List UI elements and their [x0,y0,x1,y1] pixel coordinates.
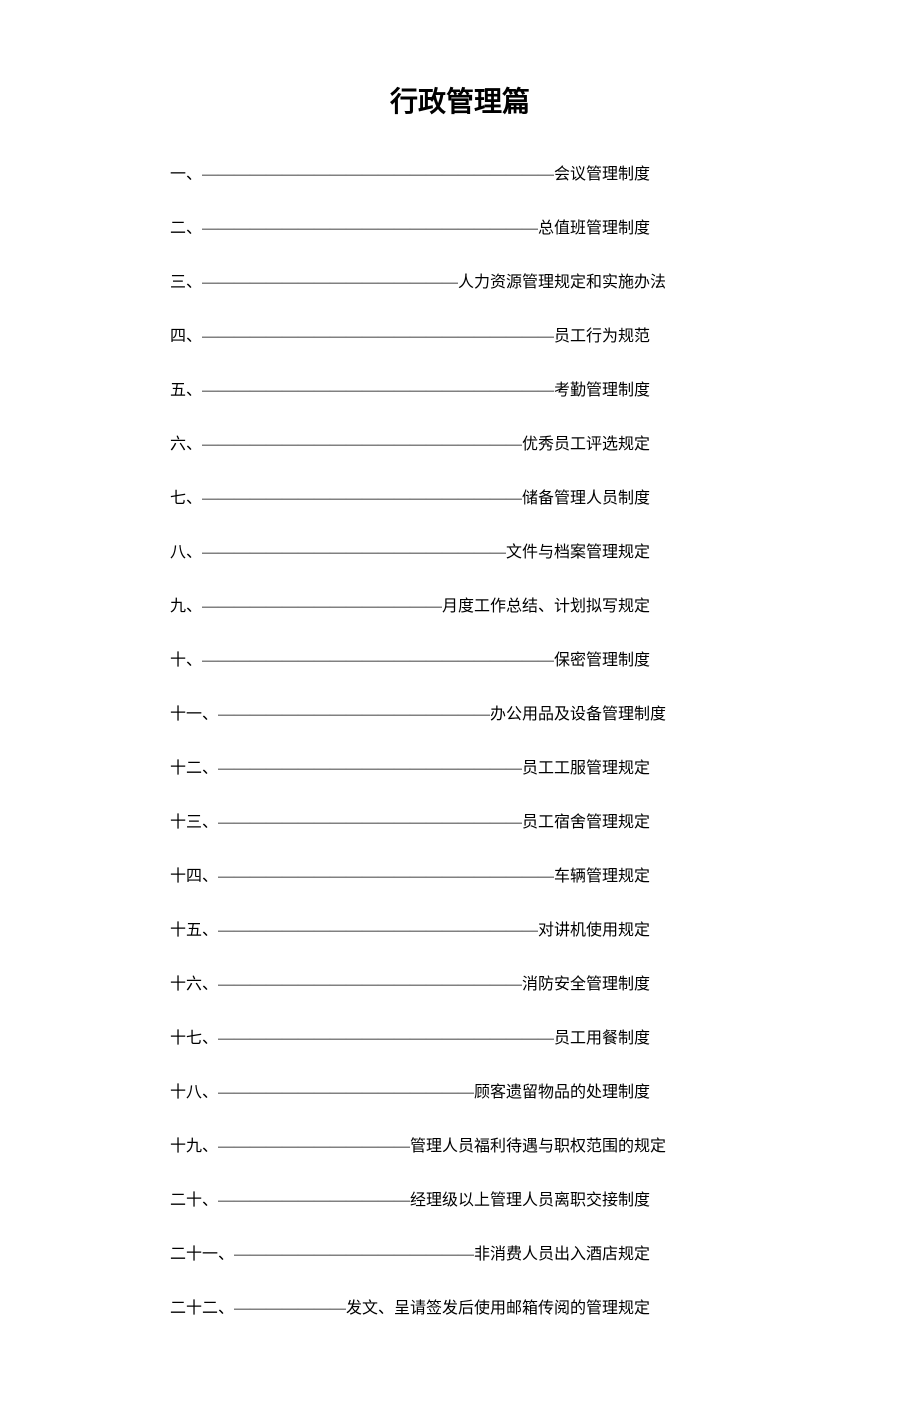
toc-dashes: ——————————————————— [218,976,522,994]
toc-label: 文件与档案管理规定 [506,538,650,562]
toc-item: 十六、———————————————————消防安全管理制度 [170,970,750,994]
toc-dashes: ——————————————————— [218,814,522,832]
toc-item: 十九、————————————管理人员福利待遇与职权范围的规定 [170,1132,750,1156]
toc-dashes: —————————————————————— [202,652,554,670]
toc-dashes: ——————————————————— [218,760,522,778]
toc-item: 十五、————————————————————对讲机使用规定 [170,916,750,940]
toc-dashes: —————————————————————— [202,166,554,184]
toc-label: 储备管理人员制度 [522,484,650,508]
toc-dashes: —————————————————————— [202,382,554,400]
toc-number: 十九、 [170,1132,218,1156]
toc-number: 十、 [170,646,202,670]
toc-label: 员工宿舍管理规定 [522,808,650,832]
toc-label: 总值班管理制度 [538,214,650,238]
toc-number: 十二、 [170,754,218,778]
toc-item: 二、—————————————————————总值班管理制度 [170,214,750,238]
toc-item: 十七、—————————————————————员工用餐制度 [170,1024,750,1048]
toc-label: 考勤管理制度 [554,376,650,400]
toc-item: 二十、————————————经理级以上管理人员离职交接制度 [170,1186,750,1210]
toc-dashes: ——————————————————— [202,544,506,562]
toc-item: 九、———————————————月度工作总结、计划拟写规定 [170,592,750,616]
toc-number: 二十二、 [170,1294,234,1318]
toc-item: 五、——————————————————————考勤管理制度 [170,376,750,400]
toc-number: 八、 [170,538,202,562]
toc-item: 二十二、———————发文、呈请签发后使用邮箱传阅的管理规定 [170,1294,750,1318]
toc-number: 三、 [170,268,202,292]
toc-dashes: ———————————— [218,1192,410,1210]
toc-label: 优秀员工评选规定 [522,430,650,454]
toc-number: 十一、 [170,700,218,724]
toc-dashes: ———————————————————— [218,922,538,940]
toc-label: 管理人员福利待遇与职权范围的规定 [410,1132,666,1156]
toc-label: 车辆管理规定 [554,862,650,886]
toc-dashes: ———————————————————— [202,436,522,454]
toc-number: 十六、 [170,970,218,994]
toc-item: 二十一、———————————————非消费人员出入酒店规定 [170,1240,750,1264]
toc-number: 六、 [170,430,202,454]
toc-dashes: ———————————————— [202,274,458,292]
page-title: 行政管理篇 [170,80,750,120]
toc-dashes: ———————————— [218,1138,410,1156]
toc-label: 顾客遗留物品的处理制度 [474,1078,650,1102]
toc-number: 四、 [170,322,202,346]
toc-item: 八、———————————————————文件与档案管理规定 [170,538,750,562]
toc-dashes: —————————————————————— [202,328,554,346]
toc-number: 二、 [170,214,202,238]
toc-item: 三、————————————————人力资源管理规定和实施办法 [170,268,750,292]
toc-number: 十七、 [170,1024,218,1048]
toc-label: 员工行为规范 [554,322,650,346]
toc-label: 非消费人员出入酒店规定 [474,1240,650,1264]
toc-item: 十二、———————————————————员工工服管理规定 [170,754,750,778]
toc-dashes: ——————————————— [234,1246,474,1264]
toc-item: 四、——————————————————————员工行为规范 [170,322,750,346]
toc-item: 十、——————————————————————保密管理制度 [170,646,750,670]
toc-label: 对讲机使用规定 [538,916,650,940]
toc-item: 六、————————————————————优秀员工评选规定 [170,430,750,454]
toc-item: 一、——————————————————————会议管理制度 [170,160,750,184]
toc-label: 会议管理制度 [554,160,650,184]
toc-number: 九、 [170,592,202,616]
toc-number: 十三、 [170,808,218,832]
toc-label: 员工工服管理规定 [522,754,650,778]
toc-label: 消防安全管理制度 [522,970,650,994]
toc-list: 一、——————————————————————会议管理制度二、————————… [170,160,750,1318]
toc-dashes: ————————————————————— [218,1030,554,1048]
toc-label: 月度工作总结、计划拟写规定 [442,592,650,616]
toc-label: 发文、呈请签发后使用邮箱传阅的管理规定 [346,1294,650,1318]
toc-dashes: ———————————————— [218,1084,474,1102]
toc-item: 十四、—————————————————————车辆管理规定 [170,862,750,886]
toc-item: 十八、————————————————顾客遗留物品的处理制度 [170,1078,750,1102]
toc-dashes: ————————————————— [218,706,490,724]
toc-label: 员工用餐制度 [554,1024,650,1048]
toc-number: 二十、 [170,1186,218,1210]
toc-number: 七、 [170,484,202,508]
toc-label: 办公用品及设备管理制度 [490,700,666,724]
toc-number: 五、 [170,376,202,400]
toc-label: 经理级以上管理人员离职交接制度 [410,1186,650,1210]
toc-dashes: ———————————————————— [202,490,522,508]
toc-label: 人力资源管理规定和实施办法 [458,268,666,292]
toc-number: 二十一、 [170,1240,234,1264]
toc-dashes: ——————————————— [202,598,442,616]
toc-dashes: ——————— [234,1300,346,1318]
toc-number: 十五、 [170,916,218,940]
toc-number: 一、 [170,160,202,184]
toc-label: 保密管理制度 [554,646,650,670]
toc-item: 十三、———————————————————员工宿舍管理规定 [170,808,750,832]
toc-number: 十四、 [170,862,218,886]
toc-item: 七、————————————————————储备管理人员制度 [170,484,750,508]
toc-dashes: ————————————————————— [202,220,538,238]
toc-number: 十八、 [170,1078,218,1102]
toc-dashes: ————————————————————— [218,868,554,886]
toc-item: 十一、—————————————————办公用品及设备管理制度 [170,700,750,724]
